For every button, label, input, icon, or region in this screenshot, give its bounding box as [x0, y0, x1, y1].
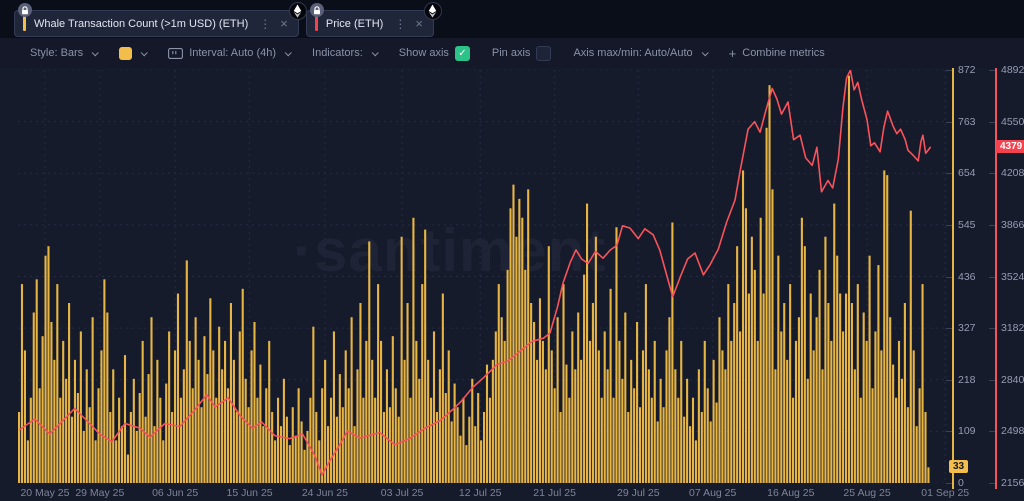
x-axis-label: 15 Jun 25 — [226, 487, 273, 499]
x-axis-label: 01 Sep 25 — [921, 487, 970, 499]
y-axis-tick-count: 109 — [958, 425, 976, 438]
axis-tick — [989, 483, 995, 484]
chevron-down-icon — [140, 48, 148, 56]
metric-color-indicator — [23, 16, 26, 31]
y-axis-tick-price: 3182 — [1001, 322, 1024, 335]
axis-tick — [946, 431, 952, 433]
plus-icon: + — [728, 45, 737, 61]
show-axis-checkbox[interactable]: ✓ — [454, 45, 470, 61]
indicators-dropdown[interactable]: Indicators: — [312, 47, 379, 59]
x-axis-label: 07 Aug 25 — [689, 487, 737, 499]
lock-icon[interactable] — [309, 3, 324, 17]
y-axis-tick-count: 763 — [958, 115, 976, 128]
y-axis-tick-price: 2840 — [1001, 373, 1024, 386]
style-label: Style: Bars — [30, 47, 84, 59]
x-axis-label: 25 Aug 25 — [843, 487, 891, 499]
axis-tick — [946, 328, 952, 330]
lock-icon[interactable] — [18, 3, 32, 17]
indicators-label: Indicators: — [312, 47, 363, 59]
y-axis-tick-count: 0 — [958, 477, 964, 489]
tab-price[interactable]: Price (ETH) ⋮ × — [305, 2, 442, 37]
axis-tick — [946, 70, 952, 71]
pin-axis-checkbox[interactable] — [536, 45, 552, 61]
axis-maxmin-label: Axis max/min: Auto/Auto — [573, 47, 693, 59]
y-axis-tick-count: 545 — [958, 218, 976, 231]
style-dropdown[interactable]: Style: Bars — [30, 47, 99, 59]
axis-tick — [946, 483, 952, 484]
y-axis-tick-count: 872 — [958, 64, 976, 76]
y-axis-tick-count: 654 — [958, 167, 976, 180]
x-axis-label: 29 May 25 — [75, 487, 125, 499]
axis-tick — [989, 379, 995, 381]
eth-logo-icon — [288, 2, 307, 20]
y-axis-tick-price: 4550 — [1001, 115, 1024, 128]
chevron-down-icon — [701, 48, 709, 56]
show-axis-toggle[interactable]: Show axis ✓ — [398, 45, 470, 61]
y-axis-tick-price: 4892 — [1001, 64, 1024, 76]
axis-tick — [946, 121, 952, 123]
y-axis-tick-price: 2498 — [1001, 425, 1024, 438]
interval-dropdown[interactable]: Interval: Auto (4h) — [168, 47, 292, 59]
tab-whale-transaction-count[interactable]: Whale Transaction Count (>1m USD) (ETH) … — [14, 2, 307, 37]
y-axis-line-price — [995, 68, 997, 489]
interval-label: Interval: Auto (4h) — [189, 47, 277, 59]
axis-tick — [946, 276, 952, 278]
tab-label: Price (ETH) — [325, 17, 384, 30]
y-axis-line-count — [952, 68, 954, 489]
chart-plot[interactable] — [18, 70, 948, 483]
tab-label: Whale Transaction Count (>1m USD) (ETH) — [34, 17, 249, 30]
chevron-down-icon — [371, 48, 379, 56]
eth-logo-icon — [423, 2, 442, 20]
y-axis-tick-price: 3866 — [1001, 218, 1024, 231]
show-axis-label: Show axis — [398, 47, 449, 59]
axis-tick — [989, 431, 995, 433]
tab-close-icon[interactable]: × — [280, 16, 288, 31]
tab-menu-icon[interactable]: ⋮ — [394, 16, 407, 31]
metric-color-swatch — [119, 46, 133, 60]
x-axis-label: 21 Jul 25 — [533, 487, 576, 499]
x-axis-label: 29 Jul 25 — [616, 487, 660, 499]
y-axis-tick-price: 3524 — [1001, 270, 1024, 283]
axis-tick — [989, 173, 995, 175]
axis-tick — [946, 173, 952, 175]
metric-tab-bar: Whale Transaction Count (>1m USD) (ETH) … — [0, 0, 1024, 38]
axis-maxmin-dropdown[interactable]: Axis max/min: Auto/Auto — [573, 47, 709, 59]
tab-menu-icon[interactable]: ⋮ — [259, 16, 272, 31]
y-axis-tick-count: 218 — [958, 373, 976, 386]
y-axis-tick-price: 2156 — [1001, 477, 1024, 489]
axis-tick — [946, 379, 952, 381]
axis-tick — [946, 224, 952, 226]
chart-toolbar: Style: Bars Interval: Auto (4h) Indicato… — [0, 38, 1024, 68]
axis-tick — [989, 121, 995, 123]
combine-metrics-button[interactable]: + Combine metrics — [729, 46, 825, 61]
x-axis-label: 12 Jul 25 — [458, 487, 502, 499]
current-value-badge-price: 4379 — [996, 140, 1024, 154]
x-axis-label: 06 Jun 25 — [152, 487, 199, 499]
color-swatch-dropdown[interactable] — [119, 46, 148, 60]
x-axis-label: 20 May 25 — [20, 487, 70, 499]
y-axis-tick-count: 436 — [958, 270, 976, 283]
y-axis-tick-count: 327 — [958, 322, 976, 335]
axis-tick — [989, 70, 995, 71]
current-value-badge-count: 33 — [949, 460, 969, 474]
x-axis-label: 03 Jul 25 — [380, 487, 424, 499]
x-axis-label: 16 Aug 25 — [767, 487, 815, 499]
tab-close-icon[interactable]: × — [415, 16, 423, 31]
combine-metrics-label: Combine metrics — [742, 47, 825, 59]
axis-tick — [989, 328, 995, 330]
chevron-down-icon — [284, 48, 292, 56]
pin-axis-label: Pin axis — [491, 47, 531, 59]
chart-area: ·santiment 872 763 654 545 436 327 218 109 0 489… — [0, 64, 1024, 501]
x-axis-label: 24 Jun 25 — [301, 487, 348, 499]
interval-icon — [168, 47, 184, 59]
y-axis-tick-price: 4208 — [1001, 167, 1024, 180]
axis-tick — [989, 224, 995, 226]
metric-color-indicator — [314, 16, 318, 31]
pin-axis-toggle[interactable]: Pin axis — [491, 45, 552, 61]
axis-tick — [989, 276, 995, 278]
chevron-down-icon — [91, 48, 99, 56]
